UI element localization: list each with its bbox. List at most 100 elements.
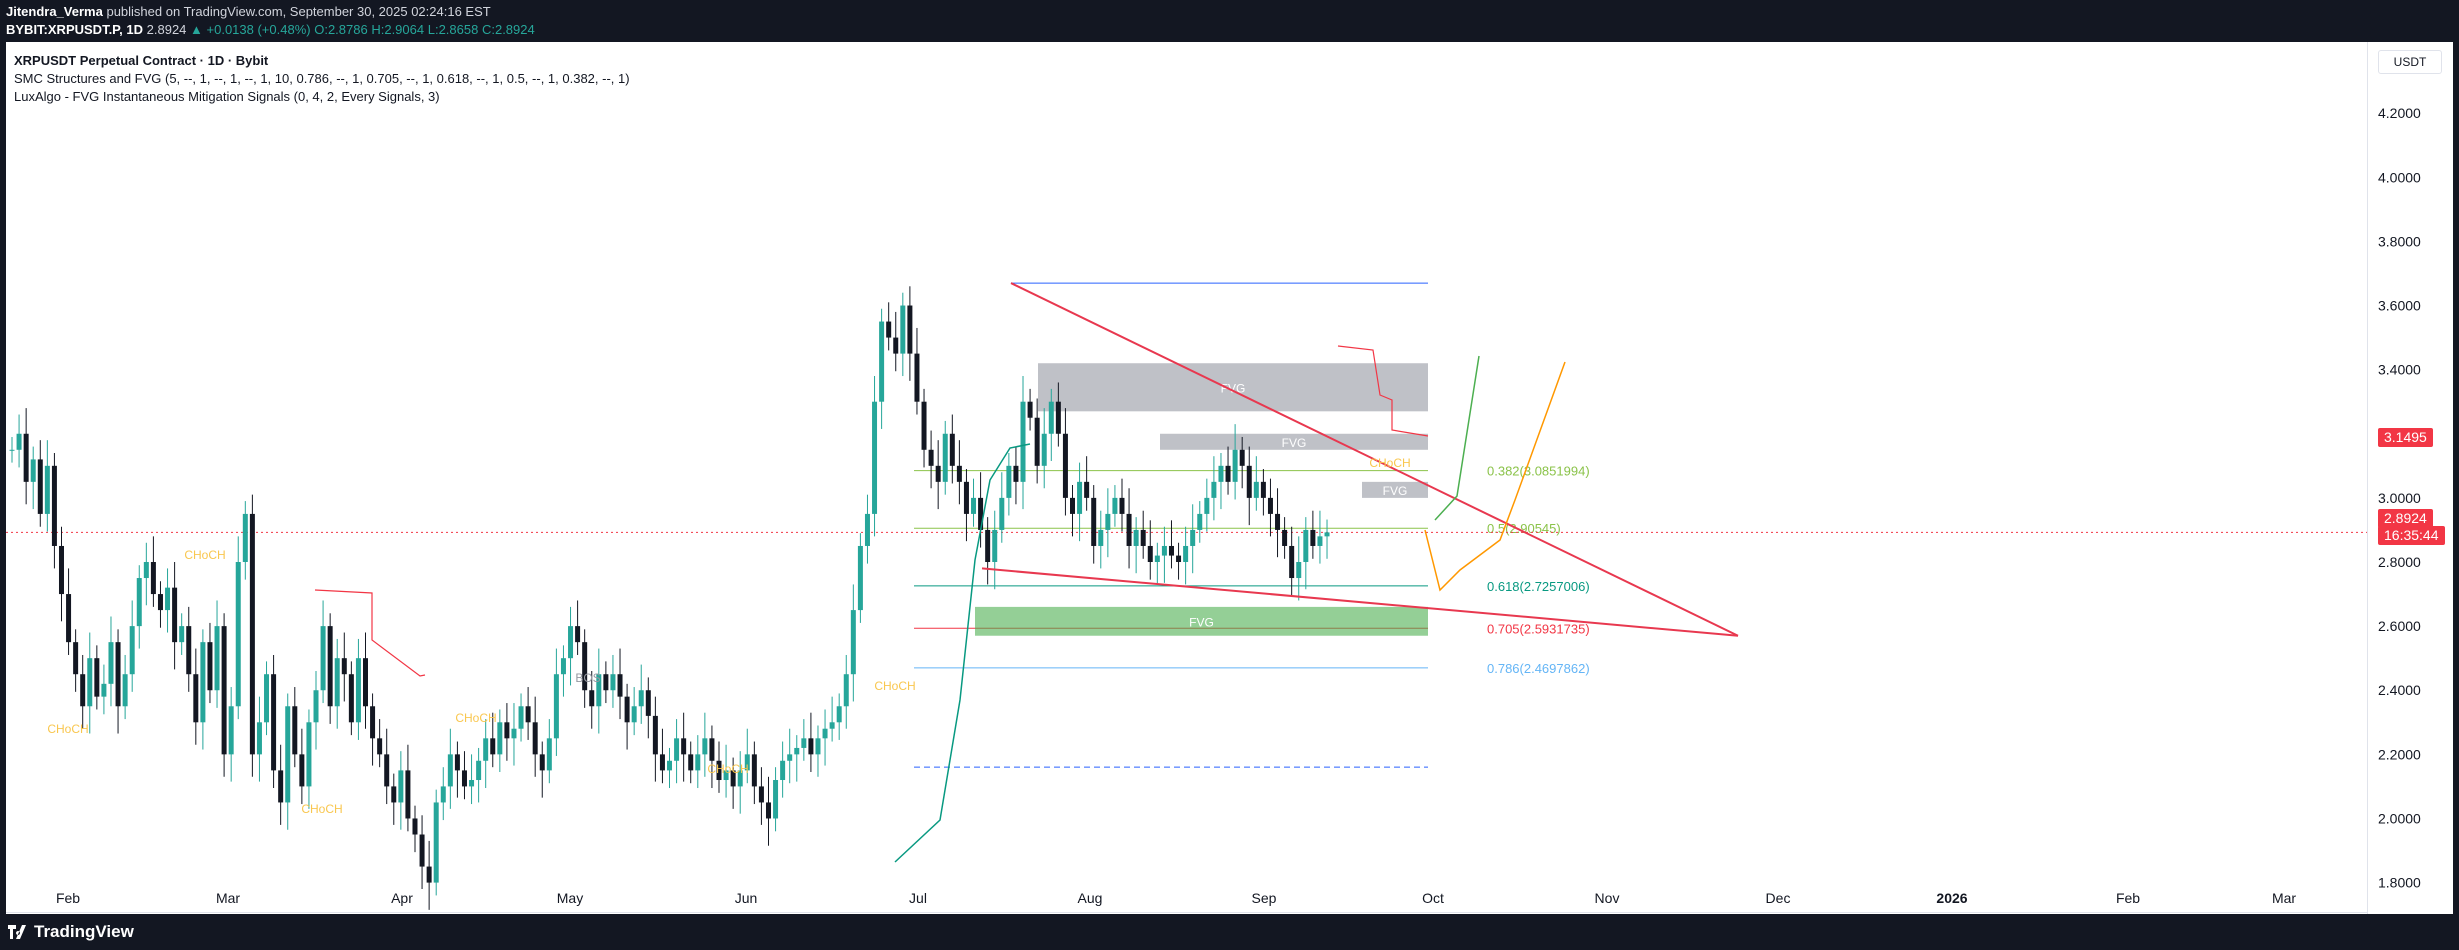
x-tick-label: Mar [2272, 890, 2296, 906]
candle-body [504, 722, 510, 739]
candle-body [1041, 433, 1047, 466]
x-tick-label: 2026 [1936, 890, 1967, 906]
candle-body [610, 674, 616, 691]
candle-body [165, 587, 171, 611]
candle-body [150, 562, 156, 595]
candle-body [1310, 529, 1316, 546]
candle-body [900, 305, 906, 354]
candle-body [334, 658, 340, 707]
candle-body [391, 786, 397, 803]
candle-body [822, 728, 828, 739]
candle-body [872, 401, 878, 514]
candle-body [264, 674, 270, 723]
publish-date: published on TradingView.com, September … [106, 4, 491, 19]
candle-body [1225, 465, 1231, 482]
candle-body [327, 626, 333, 707]
candle-body [1260, 481, 1266, 498]
candle-body [999, 497, 1005, 530]
fvg-zone [1362, 481, 1428, 498]
candle-body [935, 465, 941, 482]
candle-body [949, 433, 955, 466]
candle-body [179, 626, 185, 643]
candle-body [645, 690, 651, 716]
fvg-label: FVG [1221, 381, 1246, 395]
time-axis-divider [6, 912, 2367, 913]
y-tick-label: 4.2000 [2378, 105, 2421, 121]
x-tick-label: Aug [1078, 890, 1103, 906]
y-tick-label: 3.6000 [2378, 298, 2421, 314]
candle-body [122, 674, 128, 707]
candle-body [631, 706, 637, 723]
candle-body [433, 802, 439, 883]
publish-line: Jitendra_Verma published on TradingView.… [6, 4, 491, 19]
y-tick-label: 2.2000 [2378, 746, 2421, 762]
candle-body [101, 683, 107, 697]
ohlc-low: L:2.8658 [427, 22, 479, 37]
legend-indicator-luxalgo[interactable]: LuxAlgo - FVG Instantaneous Mitigation S… [14, 89, 440, 104]
candle-body [603, 674, 609, 691]
candle-body [1204, 497, 1210, 514]
candle-body [879, 321, 885, 402]
price-tag-countdown: 16:35:44 [2378, 526, 2445, 545]
candle-body [1020, 401, 1026, 482]
price-change: ▲ +0.0138 (+0.48%) [190, 22, 311, 37]
price-tag-level: 3.1495 [2378, 428, 2433, 447]
candle-body [23, 433, 29, 482]
tradingview-icon [8, 925, 26, 939]
candle-body [1176, 555, 1182, 562]
candle-body [709, 738, 715, 761]
candle-body [143, 562, 149, 579]
y-tick-label: 3.8000 [2378, 233, 2421, 249]
fvg-label: FVG [1383, 484, 1408, 498]
candle-body [659, 754, 665, 771]
candle-body [94, 658, 100, 697]
candle-body [1119, 497, 1125, 514]
fib-level-label: 0.382(3.0851994) [1487, 464, 1590, 479]
lower-trendline [981, 567, 1739, 637]
symbol-line: BYBIT:XRPUSDT.P, 1D 2.8924 ▲ +0.0138 (+0… [6, 22, 535, 37]
structure-label: CHoCH [47, 722, 88, 736]
price-tag-current: 2.8924 [2378, 509, 2433, 528]
x-tick-label: Feb [2116, 890, 2140, 906]
candle-body [30, 459, 36, 482]
legend-title[interactable]: XRPUSDT Perpetual Contract · 1D · Bybit [14, 53, 269, 68]
candle-body [440, 786, 446, 803]
currency-unit-button[interactable]: USDT [2378, 50, 2442, 74]
candle-body [1013, 465, 1019, 482]
candle-body [1077, 481, 1083, 514]
candle-body [582, 642, 588, 691]
candle-body [341, 658, 347, 675]
candle-body [1062, 433, 1068, 498]
candle-body [454, 754, 460, 771]
candle-body [426, 866, 432, 883]
candle-body [942, 433, 948, 482]
candle-body [596, 674, 602, 707]
candle-body [363, 658, 368, 707]
candle-body [1289, 545, 1295, 579]
candle-body [497, 722, 503, 755]
candle-body [58, 545, 64, 595]
candle-body [568, 626, 574, 659]
candle-body [221, 626, 227, 755]
candle-body [1253, 481, 1259, 498]
author-name[interactable]: Jitendra_Verma [6, 4, 103, 19]
candle-body [278, 770, 284, 803]
candle-body [80, 674, 86, 707]
candle-body [1027, 401, 1033, 418]
candle-body [299, 754, 305, 787]
candle-body [9, 449, 15, 451]
candle-body [66, 594, 72, 643]
tradingview-logo[interactable]: TradingView [8, 922, 134, 942]
y-tick-label: 3.4000 [2378, 362, 2421, 378]
last-price: 2.8924 [146, 22, 187, 37]
candle-body [1275, 513, 1281, 530]
candle-body [16, 433, 22, 450]
candle-body [971, 497, 977, 514]
fvg-label: FVG [1282, 436, 1307, 450]
candle-body [652, 715, 658, 755]
candle-body [108, 642, 114, 684]
structure-label: BOS [575, 671, 600, 685]
candle-body [780, 760, 786, 781]
legend-indicator-smc[interactable]: SMC Structures and FVG (5, --, 1, --, 1,… [14, 71, 630, 86]
